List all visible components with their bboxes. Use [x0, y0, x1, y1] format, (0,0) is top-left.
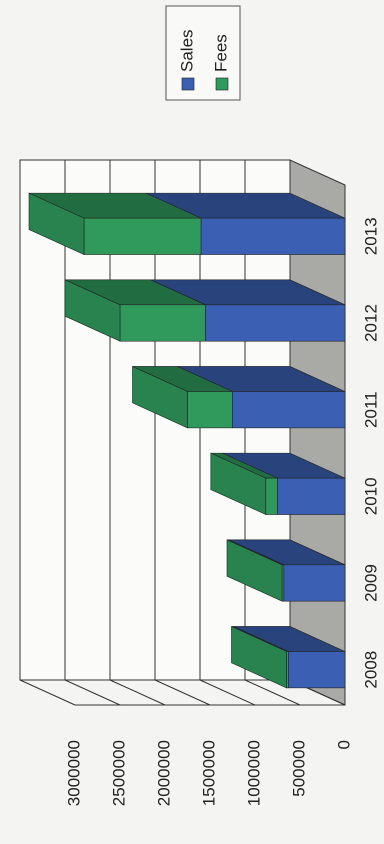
x-tick-label: 2012 — [361, 304, 380, 342]
bar — [287, 651, 346, 689]
bar-end — [231, 626, 287, 689]
x-tick-label: 2013 — [361, 217, 380, 255]
bar — [200, 217, 346, 255]
y-tick-label: 500000 — [289, 740, 308, 797]
grid-connector — [244, 679, 301, 706]
bar — [283, 564, 346, 602]
x-tick-label: 2010 — [361, 477, 380, 515]
bar-end — [226, 539, 283, 602]
bar — [83, 217, 202, 255]
y-tick-label: 2000000 — [154, 740, 173, 806]
bar — [232, 391, 346, 429]
y-tick-label: 3000000 — [64, 740, 83, 806]
grid-connector — [19, 679, 76, 706]
bar — [205, 304, 346, 342]
x-tick-label: 2008 — [361, 651, 380, 689]
bar-end — [132, 366, 188, 429]
legend-swatch — [215, 77, 229, 91]
bar-end — [28, 192, 85, 255]
bar — [119, 304, 206, 342]
y-tick-label: 1500000 — [199, 740, 218, 806]
legend-swatch — [181, 77, 195, 91]
bar-end — [210, 452, 267, 515]
y-tick-label: 1000000 — [244, 740, 263, 806]
legend-label: Fees — [211, 34, 230, 72]
legend-label: Sales — [177, 29, 196, 72]
grid-connector — [154, 679, 211, 706]
bar — [187, 391, 233, 429]
x-tick-label: 2009 — [361, 564, 380, 602]
bar — [277, 477, 346, 515]
bar — [265, 477, 278, 515]
x-tick-label: 2011 — [361, 391, 380, 428]
grid-connector — [109, 679, 166, 706]
y-tick-label: 0 — [334, 740, 353, 749]
y-tick-label: 2500000 — [109, 740, 128, 806]
grid-connector — [199, 679, 256, 706]
bar-end — [64, 279, 121, 342]
grid-connector — [64, 679, 121, 706]
